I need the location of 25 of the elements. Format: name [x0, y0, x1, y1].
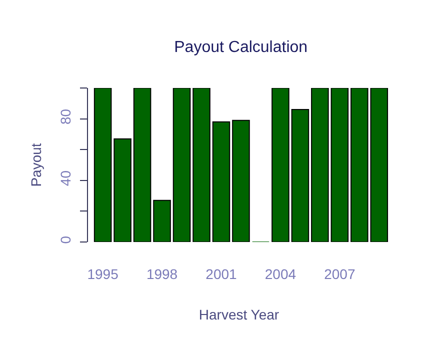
- x-tick-label: 1995: [87, 266, 119, 282]
- bar: [291, 109, 310, 242]
- bar: [311, 88, 329, 242]
- bar: [114, 138, 132, 242]
- y-tick-label: 0: [57, 236, 74, 244]
- y-axis-title: Payout: [28, 143, 44, 187]
- x-tick-label: 2004: [264, 266, 296, 282]
- bar: [153, 200, 171, 242]
- bar: [192, 88, 210, 242]
- y-tick-label: 40: [57, 170, 74, 186]
- y-tick-label: 80: [57, 108, 74, 124]
- bar: [370, 88, 388, 242]
- bar: [94, 88, 112, 242]
- x-tick-label: 1998: [146, 266, 178, 282]
- bar: [330, 88, 349, 242]
- bar: [272, 88, 290, 242]
- bar: [350, 88, 368, 242]
- bar: [133, 88, 152, 242]
- x-tick-label: 2001: [206, 266, 238, 282]
- bar: [212, 121, 230, 242]
- bar: [232, 120, 250, 242]
- x-axis-title: Harvest Year: [198, 306, 280, 322]
- bar: [172, 88, 191, 242]
- chart-title: Payout Calculation: [174, 39, 308, 56]
- x-tick-label: 2007: [324, 266, 356, 282]
